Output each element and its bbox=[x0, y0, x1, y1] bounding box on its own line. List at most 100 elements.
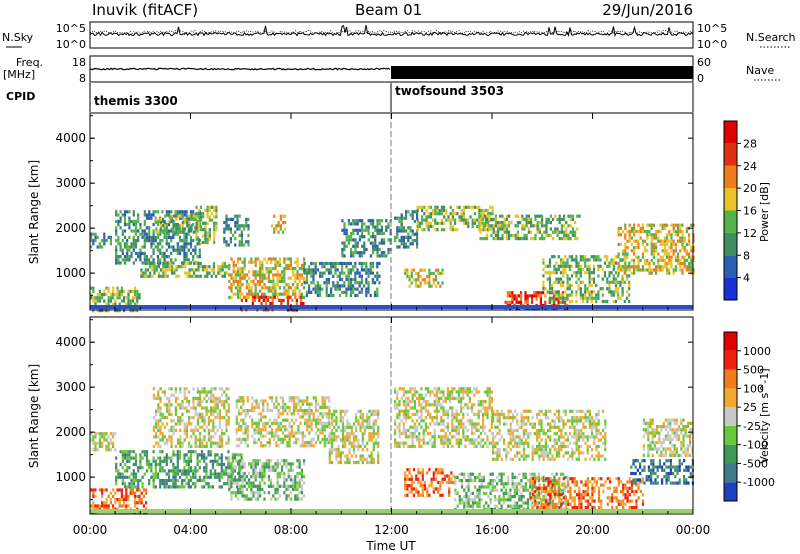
echo-cell bbox=[413, 393, 416, 397]
echo-cell bbox=[323, 405, 326, 409]
echo-cell bbox=[157, 444, 160, 448]
echo-cell bbox=[284, 418, 287, 422]
echo-cell bbox=[134, 229, 138, 233]
echo-cell bbox=[276, 478, 279, 482]
echo-cell bbox=[96, 441, 99, 445]
echo-cell bbox=[347, 274, 350, 278]
echo-cell bbox=[278, 494, 281, 498]
echo-cell bbox=[672, 223, 675, 227]
echo-cell bbox=[255, 428, 258, 432]
echo-cell bbox=[479, 432, 482, 436]
echo-cell bbox=[409, 213, 412, 217]
echo-cell bbox=[487, 208, 490, 213]
echo-cell bbox=[494, 233, 497, 237]
echo-cell bbox=[94, 432, 97, 436]
echo-cell bbox=[343, 247, 346, 252]
echo-cell bbox=[112, 302, 115, 306]
echo-cell bbox=[242, 409, 245, 413]
echo-cell bbox=[451, 218, 454, 222]
echo-cell bbox=[497, 230, 500, 234]
echo-cell bbox=[287, 468, 290, 472]
echo-cell bbox=[363, 428, 367, 433]
echo-cell bbox=[167, 235, 171, 239]
echo-cell bbox=[119, 450, 122, 454]
echo-cell bbox=[298, 273, 301, 277]
echo-cell bbox=[137, 478, 140, 483]
echo-cell bbox=[330, 287, 333, 291]
echo-cell bbox=[394, 428, 397, 432]
echo-cell bbox=[440, 403, 443, 407]
echo-cell bbox=[317, 434, 320, 438]
echo-cell bbox=[424, 441, 427, 445]
echo-cell bbox=[617, 226, 620, 230]
echo-cell bbox=[265, 260, 268, 264]
echo-cell bbox=[126, 248, 129, 252]
echo-cell bbox=[238, 472, 241, 476]
echo-cell bbox=[367, 268, 370, 272]
echo-cell bbox=[241, 481, 244, 485]
echo-cell bbox=[185, 255, 188, 259]
echo-cell bbox=[270, 484, 273, 488]
echo-cell bbox=[464, 444, 467, 448]
echo-cell bbox=[451, 396, 454, 400]
echo-cell bbox=[168, 409, 171, 413]
echo-cell bbox=[568, 293, 571, 297]
echo-cell bbox=[314, 271, 317, 275]
echo-cell bbox=[341, 451, 345, 455]
echo-cell bbox=[433, 416, 436, 420]
echo-cell bbox=[368, 454, 371, 458]
echo-cell bbox=[352, 451, 356, 455]
echo-cell bbox=[521, 214, 524, 218]
echo-cell bbox=[321, 265, 324, 269]
echo-cell bbox=[581, 267, 585, 272]
echo-cell bbox=[237, 425, 241, 429]
echo-cell bbox=[185, 396, 188, 400]
echo-cell bbox=[161, 412, 164, 416]
echo-cell bbox=[205, 482, 208, 486]
echo-cell bbox=[650, 223, 653, 227]
echo-cell bbox=[668, 230, 671, 234]
echo-cell bbox=[162, 265, 165, 269]
echo-cell bbox=[195, 274, 198, 278]
echo-cell bbox=[312, 415, 315, 419]
echo-cell bbox=[372, 241, 375, 245]
echo-cell bbox=[230, 468, 233, 472]
echo-cell bbox=[290, 399, 293, 403]
echo-cell bbox=[405, 396, 408, 400]
echo-cell bbox=[341, 438, 345, 442]
echo-cell bbox=[464, 403, 467, 407]
echo-cell bbox=[240, 237, 243, 241]
echo-cell bbox=[227, 387, 230, 391]
echo-cell bbox=[263, 465, 266, 469]
echo-cell bbox=[281, 292, 284, 296]
echo-cell bbox=[225, 425, 228, 429]
echo-cell bbox=[357, 422, 360, 426]
echo-cell bbox=[524, 291, 527, 295]
echo-cell bbox=[584, 258, 587, 262]
echo-cell bbox=[273, 437, 276, 441]
echo-cell bbox=[181, 403, 184, 407]
echo-cell bbox=[221, 387, 224, 391]
echo-cell bbox=[335, 419, 338, 423]
echo-cell bbox=[358, 261, 361, 266]
echo-cell bbox=[525, 217, 528, 221]
echo-cell bbox=[506, 300, 509, 304]
echo-cell bbox=[595, 296, 598, 300]
echo-cell bbox=[237, 437, 241, 441]
echo-cell bbox=[251, 418, 254, 422]
echo-cell bbox=[92, 232, 95, 236]
echo-cell bbox=[499, 237, 502, 241]
echo-cell bbox=[145, 491, 148, 495]
echo-cell bbox=[494, 217, 497, 221]
echo-cell bbox=[243, 276, 246, 280]
echo-cell bbox=[513, 294, 516, 298]
echo-cell bbox=[423, 268, 427, 272]
echo-cell bbox=[261, 465, 264, 469]
echo-cell bbox=[418, 224, 421, 229]
echo-cell bbox=[310, 281, 313, 285]
echo-cell bbox=[123, 289, 126, 293]
echo-cell bbox=[167, 242, 171, 246]
echo-cell bbox=[396, 393, 399, 397]
echo-cell bbox=[479, 425, 482, 429]
echo-cell bbox=[276, 491, 279, 495]
